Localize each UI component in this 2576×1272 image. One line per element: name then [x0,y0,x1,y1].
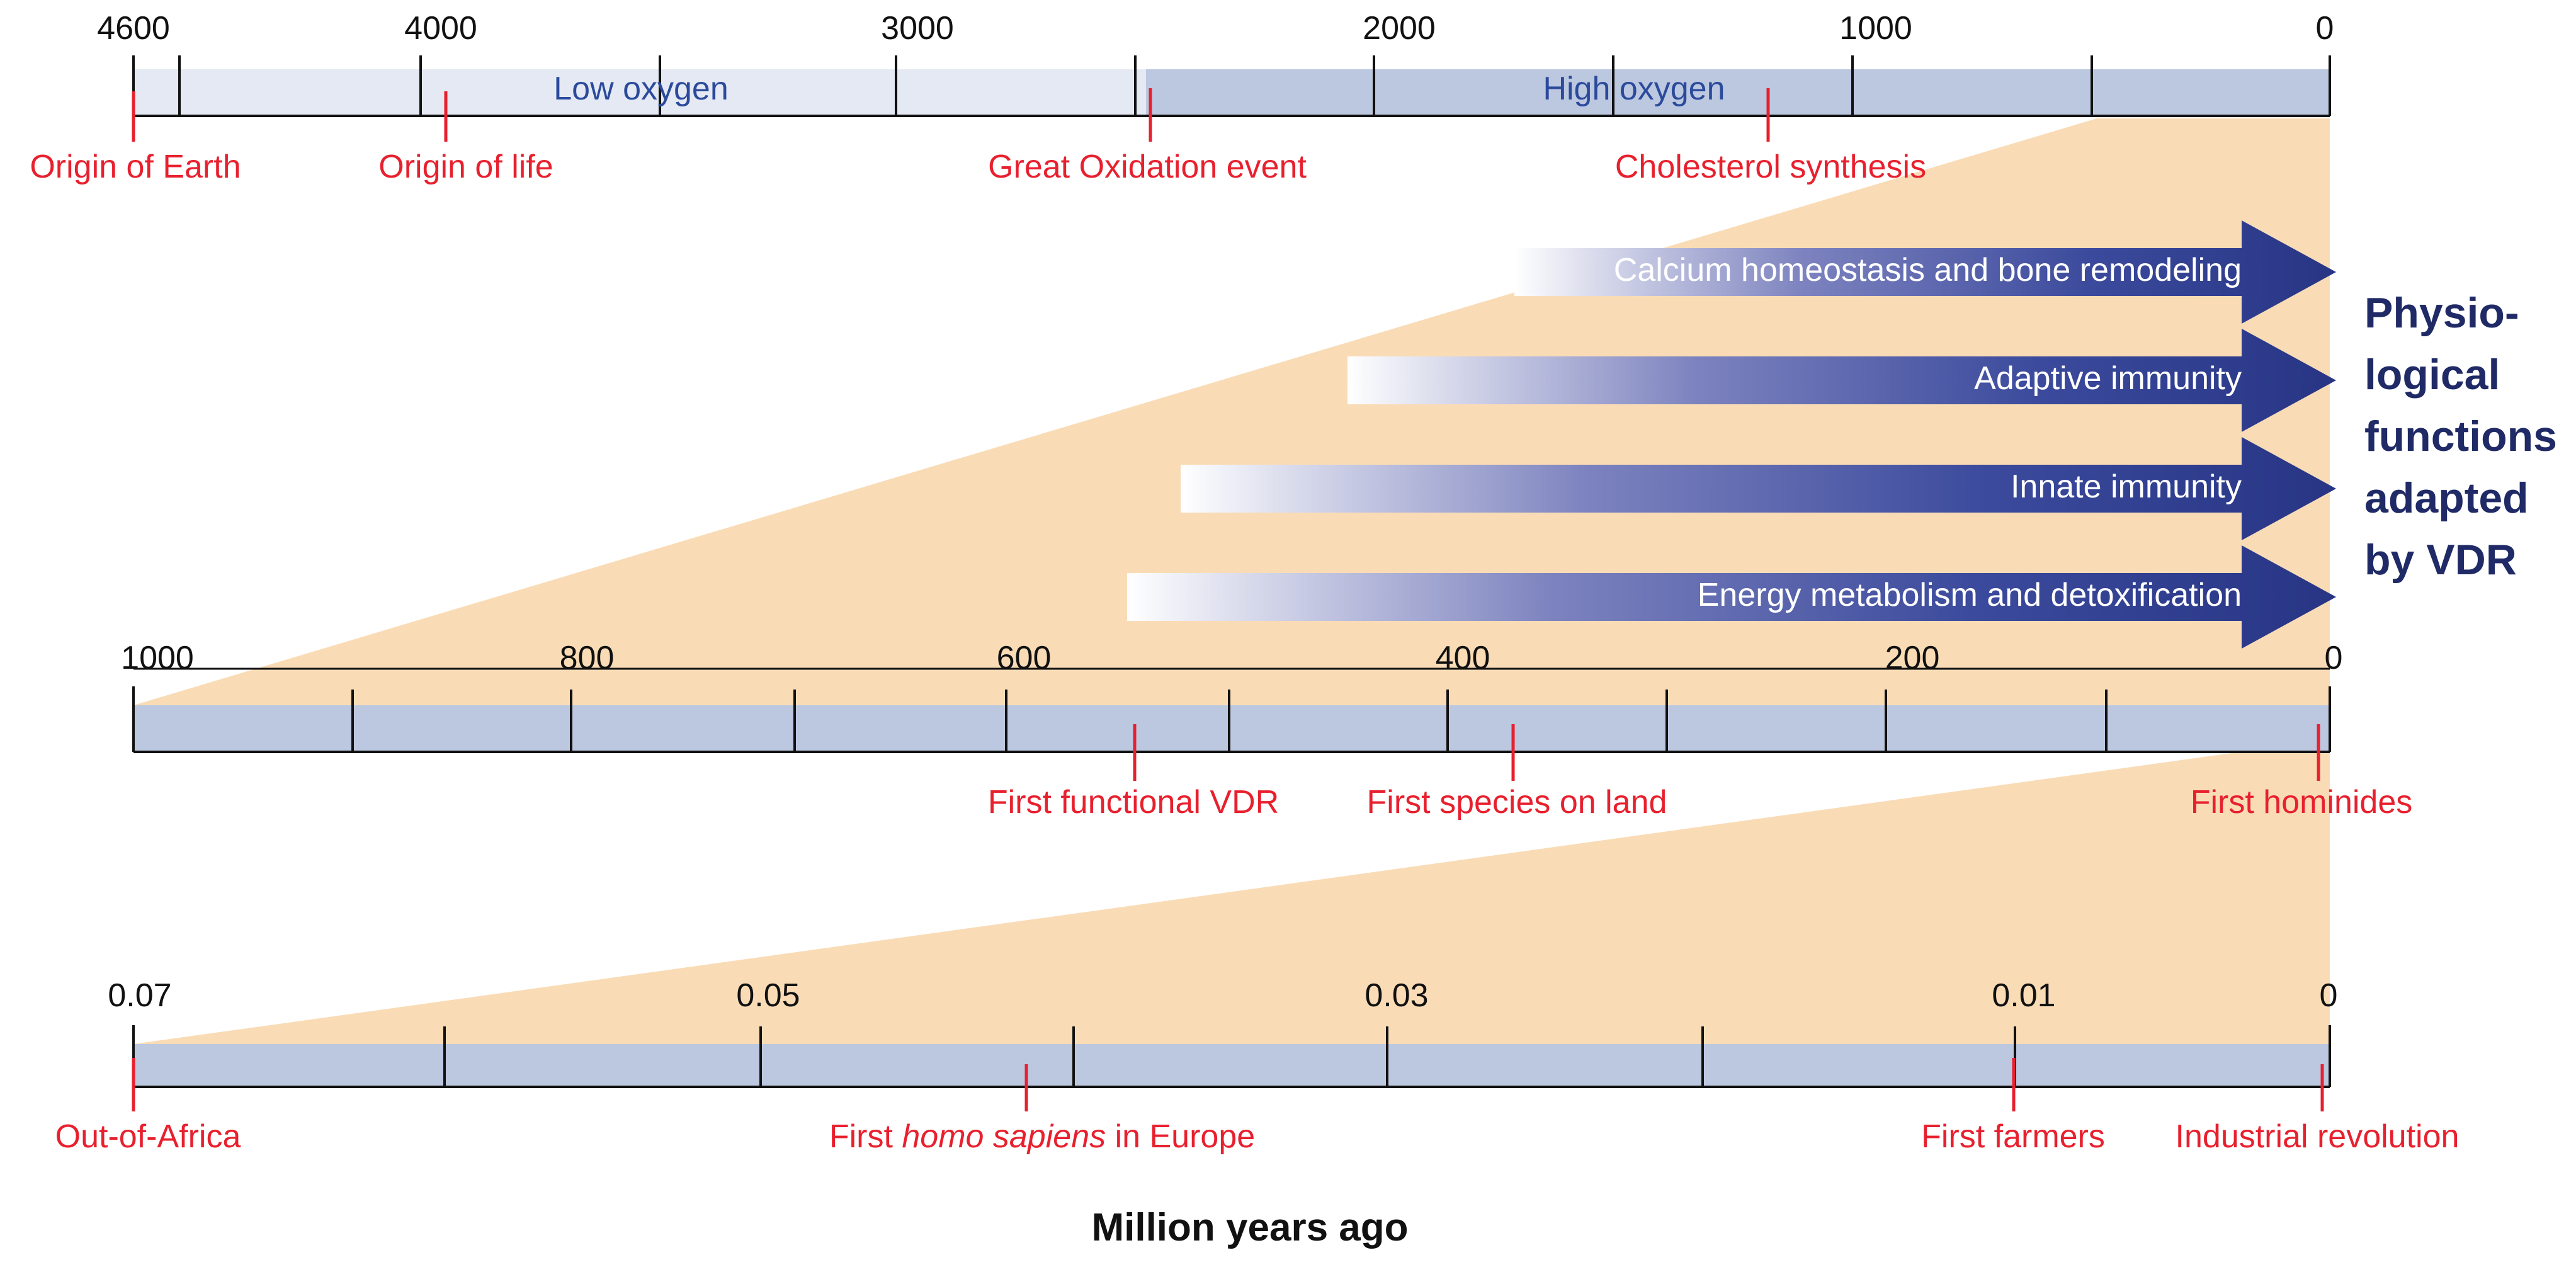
arrow-energy-metabolism [1127,545,2336,649]
timeline-full-history: 4600 4000 3000 2000 1000 0 Low oxygen Hi… [30,10,2334,185]
tl2-tick-200: 200 [1885,640,1940,676]
tl1-tick-0: 0 [2316,10,2334,47]
high-oxygen-label: High oxygen [1543,71,1725,107]
tl3-tick-0: 0 [2320,977,2338,1014]
timeline3-bar [133,1044,2330,1087]
tl3-tick-0.01: 0.01 [1992,977,2055,1014]
low-oxygen-label: Low oxygen [553,71,729,107]
axis-title: Million years ago [1091,1206,1408,1249]
low-oxygen-bar [133,69,1146,116]
tl1-tick-4600: 4600 [97,10,170,47]
function-arrows: Calcium homeostasis and bone remodeling … [1127,220,2336,649]
event-origin-of-earth: Origin of Earth [30,149,241,185]
arrow-label-adaptive: Adaptive immunity [1974,360,2242,397]
hs-prefix: First [829,1118,902,1155]
event-industrial-revolution: Industrial revolution [2176,1118,2460,1155]
event-out-of-africa: Out-of-Africa [55,1118,241,1155]
zoom-region-007my [133,740,2330,1044]
high-oxygen-bar [1146,69,2330,116]
tl1-tick-1000: 1000 [1839,10,1912,47]
physiological-functions-label: Physio- logical functions adapted by VDR [2364,289,2557,584]
side-label-line-3: functions [2364,412,2557,460]
tl2-tick-800: 800 [560,640,615,676]
side-label-line-1: Physio- [2364,289,2519,337]
arrow-adaptive-immunity [1348,329,2336,432]
tl2-tick-0: 0 [2325,640,2343,676]
arrow-label-energy: Energy metabolism and detoxification [1698,577,2242,613]
event-first-species-on-land: First species on land [1367,784,1667,821]
event-first-hominides: First hominides [2191,784,2413,821]
arrow-label-calcium: Calcium homeostasis and bone remodeling [1614,252,2242,288]
tl2-tick-1000: 1000 [121,640,194,676]
side-label-line-5: by VDR [2364,536,2517,584]
arrow-label-innate: Innate immunity [2011,468,2242,505]
timeline-last-70000y: 0.07 0.05 0.03 0.01 0 Out-of-Africa Firs… [55,977,2460,1155]
side-label-line-2: logical [2364,351,2500,399]
tl1-tick-3000: 3000 [881,10,954,47]
tl1-tick-2000: 2000 [1363,10,1436,47]
tl2-tick-600: 600 [997,640,1052,676]
event-first-functional-vdr: First functional VDR [988,784,1279,821]
arrow-calcium [1514,220,2336,324]
tl2-tick-400: 400 [1436,640,1490,676]
hs-suffix: in Europe [1106,1118,1255,1155]
event-first-farmers: First farmers [1921,1118,2105,1155]
side-label-line-4: adapted [2364,474,2529,522]
arrow-innate-immunity [1181,437,2336,540]
hs-italic: homo sapiens [902,1118,1106,1155]
timeline-last-1000my: 1000 800 600 400 200 0 First functional … [121,640,2412,821]
event-cholesterol-synthesis: Cholesterol synthesis [1615,149,1926,185]
tl3-tick-0.03: 0.03 [1365,977,1428,1014]
tl1-tick-4000: 4000 [404,10,477,47]
tl3-tick-0.05: 0.05 [736,977,800,1014]
event-first-homo-sapiens-europe: First homo sapiens in Europe [829,1118,1255,1155]
event-great-oxidation: Great Oxidation event [988,149,1307,185]
tl3-tick-0.07: 0.07 [108,977,171,1014]
timeline2-bar [133,705,2330,752]
event-origin-of-life: Origin of life [378,149,553,185]
